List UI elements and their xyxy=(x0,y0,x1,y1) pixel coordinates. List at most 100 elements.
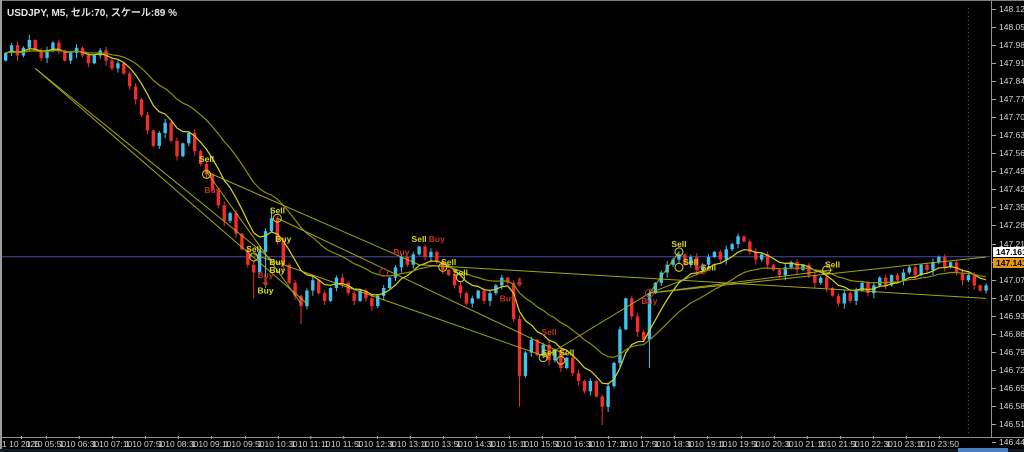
candle-body xyxy=(948,262,953,268)
candle-body xyxy=(813,275,817,283)
candle-body xyxy=(576,373,581,381)
candle-body xyxy=(328,287,333,301)
sell-signal-label: Sell xyxy=(559,348,574,358)
candle-body xyxy=(68,52,73,61)
time-axis-label: 1 10 07:50 xyxy=(125,436,166,449)
candle-body xyxy=(128,73,132,87)
candle-body xyxy=(399,256,404,268)
trendline[interactable] xyxy=(206,171,420,266)
candle-body xyxy=(836,295,841,304)
candle-body xyxy=(700,264,705,270)
time-axis-label: 1 10 06:30 xyxy=(58,436,100,449)
candle-body xyxy=(830,287,835,296)
candle-body xyxy=(913,267,917,276)
time-axis-label: 1 10 07:10 xyxy=(92,436,133,449)
candle-body xyxy=(311,280,315,291)
candle-body xyxy=(269,218,274,232)
price-axis-label: 147.490 xyxy=(992,167,1024,176)
candle-body xyxy=(175,140,179,157)
candle-body xyxy=(423,246,427,257)
trendline[interactable] xyxy=(253,253,550,359)
sell-signal-label: Sell xyxy=(270,205,285,215)
candle-body xyxy=(187,132,191,144)
candle-body xyxy=(9,45,14,53)
candle-body xyxy=(145,114,150,131)
time-axis-label: 1 10 21:10 xyxy=(786,436,827,449)
candle-body xyxy=(317,280,321,294)
candle-body xyxy=(488,293,492,301)
time-axis-label: 1 10 15:50 xyxy=(521,436,563,449)
candle-body xyxy=(340,277,345,283)
candle-body xyxy=(671,259,675,265)
candle-body xyxy=(730,244,734,250)
candle-body xyxy=(157,132,161,146)
time-axis-label: 1 10 09:50 xyxy=(224,436,265,449)
price-axis-label: 146.790 xyxy=(992,348,1024,357)
candle-body xyxy=(984,285,988,291)
trendline[interactable] xyxy=(649,251,680,294)
candle-body xyxy=(523,352,528,376)
trendline[interactable] xyxy=(649,269,709,294)
candle-body xyxy=(198,151,203,164)
candle-body xyxy=(452,275,457,286)
candle-body xyxy=(139,99,144,115)
candle-body xyxy=(570,357,575,374)
candle-body xyxy=(588,380,593,392)
buy-signal-label: Buy xyxy=(393,247,409,257)
scrollbar-thumb[interactable] xyxy=(958,448,1008,452)
candle-body xyxy=(647,293,652,340)
buy-signal-label: Buy xyxy=(641,296,657,306)
price-axis-label: 147.280 xyxy=(992,221,1024,230)
trendline[interactable] xyxy=(649,269,833,294)
candle-body xyxy=(133,86,138,100)
trendline[interactable] xyxy=(34,68,272,260)
candle-body xyxy=(659,272,663,283)
candle-body xyxy=(925,264,929,270)
sell-signal-label: Sell xyxy=(671,239,686,249)
candle-body xyxy=(358,290,362,301)
chart-title: USDJPY, M5, セル:70, スケール:89 % xyxy=(7,8,178,19)
candle-body xyxy=(824,277,829,288)
candle-body xyxy=(789,262,793,268)
signal-circle-marker xyxy=(202,169,212,179)
trendline[interactable] xyxy=(277,217,567,356)
trendline[interactable] xyxy=(206,171,302,304)
trendline[interactable] xyxy=(34,68,308,304)
buy-signal-label: Buy xyxy=(258,270,274,280)
candle-body xyxy=(683,254,687,265)
candle-body xyxy=(919,264,923,276)
trendline[interactable] xyxy=(649,256,987,294)
candle-body xyxy=(960,272,965,281)
buy-signal-label: Buy xyxy=(275,234,291,244)
candle-body xyxy=(86,55,91,64)
candle-body xyxy=(736,236,740,245)
candle-body xyxy=(541,344,545,356)
candle-body xyxy=(381,287,386,296)
price-axis-label: 148.120 xyxy=(992,4,1024,14)
candle-body xyxy=(275,218,280,242)
candle-body xyxy=(624,298,628,330)
trendline[interactable] xyxy=(542,292,650,359)
candle-body xyxy=(506,277,510,283)
candle-body xyxy=(63,50,67,61)
candle-body xyxy=(706,256,711,265)
candle-body xyxy=(842,293,847,304)
candle-body xyxy=(754,251,758,260)
candle-body xyxy=(783,267,787,276)
candle-body xyxy=(630,298,634,317)
trendline[interactable] xyxy=(419,264,987,299)
time-axis-label: 1 10 09:10 xyxy=(191,436,232,449)
price-axis-label: 148.050 xyxy=(992,22,1024,32)
candle-body xyxy=(163,122,167,133)
candle-body xyxy=(169,122,173,141)
candle-body xyxy=(978,285,982,291)
candle-body xyxy=(181,143,185,157)
sell-signal-label: Sell xyxy=(199,154,214,164)
candle-body xyxy=(777,269,782,276)
price-axis-label: 146.510 xyxy=(992,420,1024,429)
price-axis-label: 147.420 xyxy=(992,185,1024,194)
candle-body xyxy=(74,47,79,53)
sell-signal-label: Sell xyxy=(246,244,261,254)
